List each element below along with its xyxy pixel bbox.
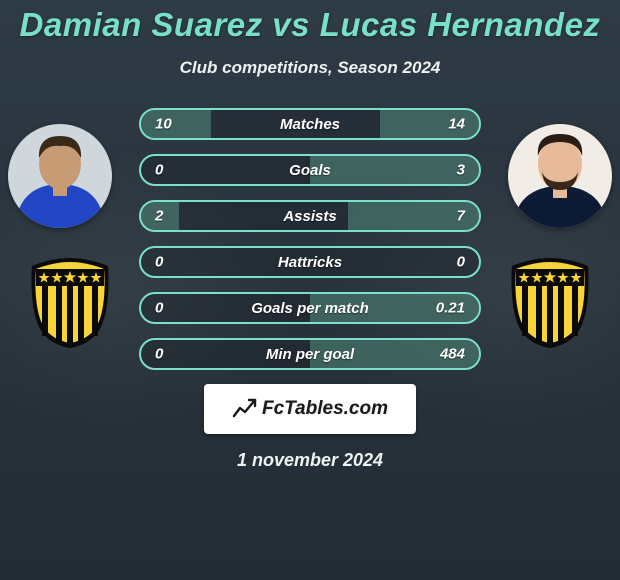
- brand-text: FcTables.com: [262, 398, 388, 420]
- stat-row: 0 Min per goal 484: [139, 338, 481, 370]
- stat-left-value: 0: [155, 346, 163, 363]
- stat-left-value: 0: [155, 254, 163, 271]
- stat-label: Assists: [283, 208, 336, 225]
- stat-left-value: 2: [155, 208, 163, 225]
- stat-row: 0 Goals 3: [139, 154, 481, 186]
- stat-row: 0 Goals per match 0.21: [139, 292, 481, 324]
- player-right-avatar: [508, 124, 612, 228]
- stat-label: Min per goal: [266, 346, 354, 363]
- stat-row: 2 Assists 7: [139, 200, 481, 232]
- stat-row: 0 Hattricks 0: [139, 246, 481, 278]
- stat-right-value: 14: [448, 116, 465, 133]
- stat-label: Matches: [280, 116, 340, 133]
- brand-card: FcTables.com: [204, 384, 416, 434]
- stat-left-value: 0: [155, 300, 163, 317]
- stat-label: Goals per match: [251, 300, 369, 317]
- date-line: 1 november 2024: [0, 450, 620, 471]
- stat-fill-right: [310, 156, 479, 184]
- avatar-left-neck: [53, 182, 67, 196]
- stat-label: Hattricks: [278, 254, 342, 271]
- stat-right-value: 484: [440, 346, 465, 363]
- subtitle: Club competitions, Season 2024: [0, 58, 620, 78]
- club-crest-left: [20, 252, 120, 352]
- stats-list: 10 Matches 14 0 Goals 3 2 Assists 7 0 Ha…: [139, 108, 481, 370]
- avatar-svg-right: [508, 124, 612, 228]
- crest-svg-left: [20, 252, 120, 352]
- stat-label: Goals: [289, 162, 331, 179]
- stat-right-value: 0: [457, 254, 465, 271]
- club-crest-right: [500, 252, 600, 352]
- comparison-card: Damian Suarez vs Lucas Hernandez Club co…: [0, 0, 620, 580]
- page-title: Damian Suarez vs Lucas Hernandez: [0, 0, 620, 44]
- stat-right-value: 3: [457, 162, 465, 179]
- player-left-avatar: [8, 124, 112, 228]
- crest-svg-right: [500, 252, 600, 352]
- stat-left-value: 10: [155, 116, 172, 133]
- avatar-svg-left: [8, 124, 112, 228]
- chart-icon: [232, 396, 258, 422]
- stat-left-value: 0: [155, 162, 163, 179]
- stat-right-value: 0.21: [436, 300, 465, 317]
- stat-row: 10 Matches 14: [139, 108, 481, 140]
- stat-right-value: 7: [457, 208, 465, 225]
- stat-fill-left: [141, 110, 211, 138]
